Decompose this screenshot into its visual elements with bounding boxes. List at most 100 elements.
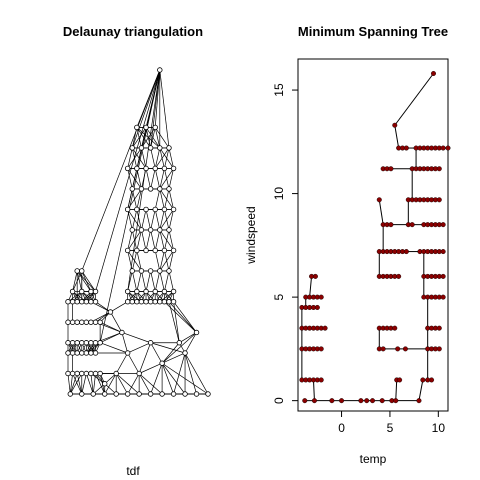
- delaunay-node: [84, 371, 89, 376]
- delaunay-node: [139, 299, 144, 304]
- delaunay-node: [93, 320, 98, 325]
- delaunay-node: [125, 299, 130, 304]
- delaunay-node: [70, 340, 75, 345]
- delaunay-node: [153, 166, 158, 171]
- delaunay-node: [79, 320, 84, 325]
- delaunay-node: [125, 392, 130, 397]
- mst-point: [302, 398, 307, 403]
- delaunay-node: [144, 166, 149, 171]
- delaunay-node: [162, 299, 167, 304]
- delaunay-node: [167, 269, 172, 274]
- mst-point: [323, 326, 328, 331]
- mst-point: [437, 347, 442, 352]
- mst-point: [410, 222, 415, 227]
- mst-point: [404, 249, 409, 254]
- delaunay-node: [98, 320, 103, 325]
- delaunay-node: [70, 289, 75, 294]
- delaunay-node: [183, 392, 188, 397]
- delaunay-node: [75, 320, 80, 325]
- delaunay-node: [89, 340, 94, 345]
- delaunay-node: [79, 392, 84, 397]
- delaunay-node: [75, 371, 80, 376]
- delaunay-node: [93, 289, 98, 294]
- delaunay-node: [79, 371, 84, 376]
- delaunay-node: [162, 289, 167, 294]
- delaunay-node: [120, 330, 125, 335]
- mst-point: [339, 398, 344, 403]
- y-tick-label: 10: [272, 187, 286, 201]
- mst-point: [380, 398, 385, 403]
- delaunay-node: [66, 371, 71, 376]
- delaunay-node: [158, 269, 163, 274]
- mst-point: [319, 295, 324, 300]
- delaunay-node: [93, 340, 98, 345]
- delaunay-node: [79, 299, 84, 304]
- delaunay-x-label: tdf: [126, 464, 140, 478]
- mst-point: [312, 398, 317, 403]
- delaunay-node: [171, 299, 176, 304]
- delaunay-node: [158, 228, 163, 233]
- delaunay-node: [125, 207, 130, 212]
- mst-point: [370, 398, 375, 403]
- delaunay-node: [135, 289, 140, 294]
- mst-point: [431, 71, 436, 76]
- delaunay-node: [153, 289, 158, 294]
- delaunay-node: [167, 299, 172, 304]
- mst-point: [446, 146, 451, 151]
- delaunay-node: [130, 228, 135, 233]
- delaunay-node: [93, 299, 98, 304]
- delaunay-node: [84, 299, 89, 304]
- delaunay-node: [139, 269, 144, 274]
- delaunay-node: [89, 351, 94, 356]
- delaunay-node: [130, 146, 135, 151]
- delaunay-node: [75, 340, 80, 345]
- delaunay-node: [158, 146, 163, 151]
- delaunay-node: [171, 166, 176, 171]
- delaunay-node: [153, 125, 158, 130]
- delaunay-node: [68, 392, 73, 397]
- delaunay-node: [135, 248, 140, 253]
- delaunay-node: [66, 320, 71, 325]
- mst-point: [330, 398, 335, 403]
- delaunay-node: [66, 340, 71, 345]
- delaunay-node: [148, 228, 153, 233]
- mst-y-label: windspeed: [244, 206, 258, 264]
- mst-point: [395, 347, 400, 352]
- delaunay-node: [148, 146, 153, 151]
- delaunay-node: [167, 187, 172, 192]
- delaunay-node: [171, 289, 176, 294]
- delaunay-node: [70, 371, 75, 376]
- delaunay-node: [84, 351, 89, 356]
- y-tick-label: 0: [272, 397, 286, 404]
- delaunay-node: [70, 320, 75, 325]
- delaunay-node: [135, 166, 140, 171]
- delaunay-node: [89, 299, 94, 304]
- mst-point: [381, 347, 386, 352]
- delaunay-node: [135, 299, 140, 304]
- mst-point: [313, 274, 318, 279]
- delaunay-title: Delaunay triangulation: [63, 24, 203, 39]
- delaunay-node: [144, 299, 149, 304]
- delaunay-node: [144, 248, 149, 253]
- delaunay-node: [125, 289, 130, 294]
- delaunay-node: [130, 269, 135, 274]
- delaunay-node: [102, 381, 107, 386]
- delaunay-node: [162, 207, 167, 212]
- delaunay-node: [139, 146, 144, 151]
- delaunay-node: [135, 125, 140, 130]
- delaunay-node: [84, 320, 89, 325]
- mst-point: [389, 222, 394, 227]
- delaunay-node: [153, 299, 158, 304]
- delaunay-node: [177, 340, 182, 345]
- delaunay-node: [93, 371, 98, 376]
- mst-title: Minimum Spanning Tree: [298, 24, 448, 39]
- delaunay-node: [79, 340, 84, 345]
- delaunay-node: [75, 351, 80, 356]
- delaunay-node: [79, 269, 84, 274]
- mst-point: [389, 166, 394, 171]
- delaunay-node: [206, 392, 211, 397]
- delaunay-node: [108, 310, 113, 315]
- delaunay-node: [148, 392, 153, 397]
- delaunay-node: [125, 166, 130, 171]
